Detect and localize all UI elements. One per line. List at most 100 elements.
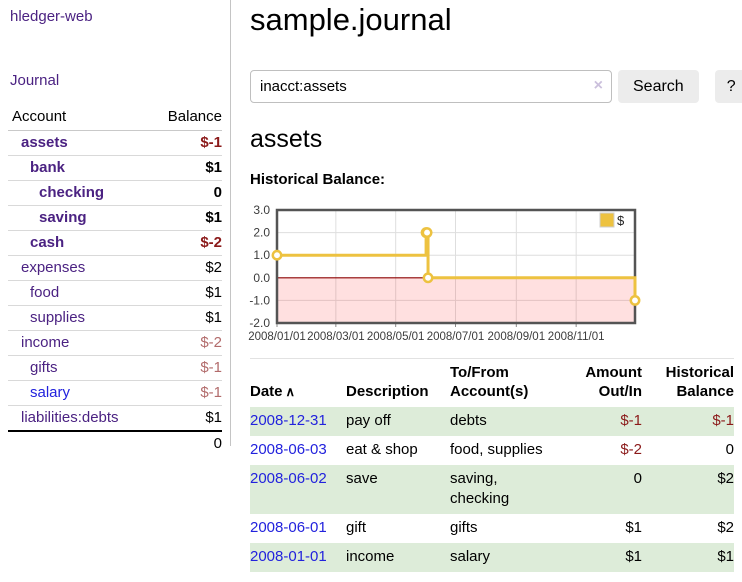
account-balance: $-2 — [151, 230, 222, 256]
account-balance: $-2 — [151, 330, 222, 356]
account-row: liabilities:debts $1 — [8, 405, 222, 432]
accounts-header-balance: Balance — [151, 104, 222, 131]
account-balance: $-1 — [151, 355, 222, 381]
account-link[interactable]: income — [21, 334, 70, 351]
register-row: 2008-06-02 save saving, checking 0 $2 — [250, 465, 734, 514]
x-axis-tick-label: 2008/11/01 — [548, 331, 605, 343]
search-form: × Search ? — [250, 70, 742, 103]
account-link[interactable]: checking — [39, 184, 105, 201]
account-row: checking 0 — [8, 180, 222, 206]
register-row: 2008-06-03 eat & shop food, supplies $-2 0 — [250, 436, 734, 465]
transaction-amount: $-2 — [620, 441, 642, 458]
search-input[interactable] — [250, 70, 612, 103]
accounts-header-account: Account — [8, 104, 152, 131]
account-row: salary $-1 — [8, 380, 222, 406]
accounts-table: Account Balance assets $-1 bank $1 checking 0… — [8, 104, 222, 456]
account-balance: $1 — [151, 305, 222, 331]
clear-search-icon[interactable]: × — [593, 77, 603, 94]
account-balance: $-1 — [151, 380, 222, 406]
accounts-table-body: assets $-1 bank $1 checking 0 saving $1 cash $-2 e… — [8, 130, 222, 432]
account-balance: 0 — [151, 180, 222, 206]
account-balance: $1 — [151, 155, 222, 181]
transaction-amount: $-1 — [620, 412, 642, 429]
transaction-description: gift — [346, 519, 367, 536]
sort-asc-icon: ∧ — [285, 384, 296, 399]
transaction-balance: $1 — [717, 548, 734, 565]
search-input-wrap: × — [250, 70, 612, 103]
account-link[interactable]: bank — [30, 159, 66, 176]
y-axis-tick-label: 3.0 — [253, 203, 270, 217]
page-title: sample.journal — [250, 2, 452, 37]
historical-balance-label: Historical Balance: — [250, 171, 386, 188]
register-row: 2008-01-01 income salary $1 $1 — [250, 543, 734, 572]
accounts-table-header: Account Balance — [8, 104, 222, 131]
transaction-amount: 0 — [633, 470, 642, 487]
transaction-accounts: food, supplies — [450, 441, 543, 458]
account-link[interactable]: supplies — [30, 309, 86, 326]
y-axis-tick-label: -1.0 — [249, 293, 270, 307]
balance-chart-wrap: $3.0 2.0 1.0 0.0 -1.0 -2.0 2008/01/01 2008/03/0… — [240, 200, 740, 348]
account-link[interactable]: liabilities:debts — [21, 409, 119, 426]
account-row: assets $-1 — [8, 130, 222, 156]
main-content: sample.journal × Search ? assets Histori… — [248, 0, 742, 582]
transaction-description: pay off — [346, 412, 391, 429]
transaction-balance: $-1 — [712, 412, 734, 429]
account-row: bank $1 — [8, 155, 222, 181]
transaction-date-link[interactable]: 2008-06-02 — [250, 470, 327, 487]
account-row: cash $-2 — [8, 230, 222, 256]
transaction-date-link[interactable]: 2008-06-01 — [250, 519, 327, 536]
sidebar-divider — [230, 0, 231, 446]
account-link[interactable]: cash — [30, 234, 65, 251]
x-axis-tick-label: 2008/01/01 — [248, 331, 306, 343]
account-row: food $1 — [8, 280, 222, 306]
account-link[interactable]: saving — [39, 209, 87, 226]
accounts-total-value: 0 — [151, 430, 222, 456]
transaction-description: save — [346, 470, 378, 487]
transaction-balance: 0 — [725, 441, 734, 458]
transaction-amount: $1 — [625, 519, 642, 536]
help-button[interactable]: ? — [714, 70, 742, 103]
account-row: gifts $-1 — [8, 355, 222, 381]
account-row: expenses $2 — [8, 255, 222, 281]
sidebar-item-journal[interactable]: Journal — [10, 72, 60, 89]
register-row: 2008-12-31 pay off debts $-1 $-1 — [250, 407, 734, 436]
x-axis-tick-label: 2008/03/01 — [307, 331, 365, 343]
account-balance: $2 — [151, 255, 222, 281]
account-row: income $-2 — [8, 330, 222, 356]
transaction-accounts: debts — [450, 412, 487, 429]
x-axis-tick-label: 2008/05/01 — [367, 331, 425, 343]
x-axis-tick-label: 2008/07/01 — [427, 331, 485, 343]
account-balance: $1 — [151, 280, 222, 306]
transaction-date-link[interactable]: 2008-06-03 — [250, 441, 327, 458]
app-brand-link[interactable]: hledger-web — [10, 8, 93, 25]
transaction-description: income — [346, 548, 395, 565]
y-axis-tick-label: 2.0 — [253, 226, 270, 240]
account-link[interactable]: salary — [30, 384, 71, 401]
register-header-accounts: To/From Account(s) — [450, 364, 529, 400]
y-axis-tick-label: 1.0 — [253, 248, 270, 262]
register-header-date[interactable]: Date ∧ — [250, 383, 296, 400]
account-link[interactable]: assets — [21, 134, 68, 151]
y-axis-tick-label: -2.0 — [249, 316, 270, 330]
transaction-accounts: salary — [450, 548, 491, 565]
register-header-balance: Historical Balance — [665, 364, 734, 400]
transaction-date-link[interactable]: 2008-12-31 — [250, 412, 327, 429]
accounts-total-row: 0 — [8, 430, 222, 456]
account-link[interactable]: food — [30, 284, 60, 301]
account-link[interactable]: expenses — [21, 259, 86, 276]
account-balance: $1 — [151, 405, 222, 432]
register-header-row: Date ∧ Description To/From Account(s) Amo… — [250, 359, 734, 408]
transaction-amount: $1 — [625, 548, 642, 565]
account-balance: $-1 — [151, 130, 222, 156]
register-table-body: 2008-12-31 pay off debts $-1 $-1 2008-06-03 ea… — [250, 407, 734, 572]
register-row: 2008-06-01 gift gifts $1 $2 — [250, 514, 734, 543]
x-axis-tick-label: 2008/09/01 — [488, 331, 546, 343]
transaction-accounts: saving, checking — [450, 470, 510, 507]
account-row: supplies $1 — [8, 305, 222, 331]
transaction-accounts: gifts — [450, 519, 478, 536]
account-link[interactable]: gifts — [30, 359, 58, 376]
search-button[interactable]: Search — [618, 70, 699, 103]
chart-legend: $ — [599, 212, 625, 228]
transaction-date-link[interactable]: 2008-01-01 — [250, 548, 327, 565]
